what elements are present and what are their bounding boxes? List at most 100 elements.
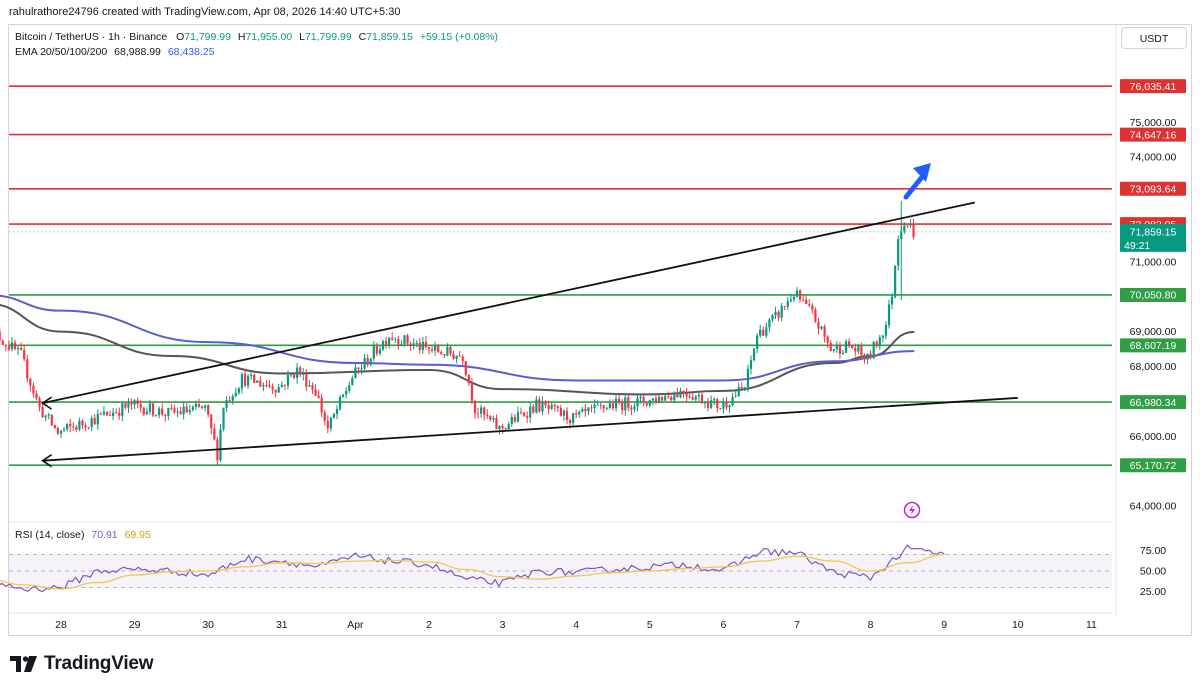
chart-frame [8,24,1192,636]
symbol-legend: Bitcoin / TetherUS · 1h · Binance O71,79… [15,31,498,43]
candle-body [421,341,424,350]
candle-body [817,321,820,329]
candle-body [783,305,786,307]
candle-body [538,399,541,412]
candle-body [878,337,881,346]
candle-body [124,403,127,408]
high-label: H [237,31,246,43]
candle-body [204,405,207,408]
candle-body [253,374,256,383]
candle-body [265,384,268,386]
candle-body [366,358,369,365]
candle-body [912,224,915,237]
candle-body [832,349,835,352]
time-tick-label: 7 [794,619,800,631]
candle-body [645,403,648,406]
candle-body [96,413,99,425]
close-label: C [358,31,367,43]
candle-body [835,344,838,350]
rsi-value: 70.91 [91,529,118,541]
flash-icon [903,501,921,519]
candle-body [35,393,38,399]
rsi-tick-label: 75.00 [1140,545,1166,557]
candle-body [513,417,516,422]
candle-body [633,406,636,410]
candle-body [268,385,271,387]
candle-body [69,424,72,427]
price-tick-label: 68,000.00 [1130,361,1177,373]
candle-body [430,349,434,351]
candle-body [228,399,231,401]
candle-body [780,305,783,318]
trendline-end-marker [41,396,53,410]
candle-body [326,420,329,429]
candle-body [136,400,139,405]
rsi-ma-value: 69.95 [124,529,151,541]
price-labels: 76,035.4174,647.1673,093.6472,082.0570,0… [1120,79,1186,473]
rsi-tick-label: 50.00 [1140,566,1166,578]
candle-body [115,412,118,414]
price-tick-label: 74,000.00 [1130,152,1177,164]
candle-body [691,397,694,400]
candle-body [890,296,894,305]
candle-body [105,411,109,416]
candle-body [495,417,498,430]
candle-body [4,344,7,347]
candle-body [624,397,627,411]
currency-button[interactable]: USDT [1121,27,1187,49]
candle-body [99,413,102,415]
candle-body [805,299,808,305]
candle-body [121,403,124,416]
candle-body [317,395,320,399]
candle-body [271,386,274,390]
candle-body [461,356,464,362]
candle-body [243,374,247,386]
ema-line [0,294,915,382]
candle-body [884,325,888,336]
close-value: 71,859.15 [366,31,413,43]
candle-body [259,380,262,387]
candle-body [197,404,201,407]
candle-body [381,341,385,350]
candle-body [568,420,572,423]
candle-body [771,315,774,320]
candle-body [296,367,299,378]
candle-body [866,353,869,360]
candle-body [636,398,639,407]
candle-body [118,412,121,416]
candle-body [32,385,35,394]
resistance-price-label: 74,647.16 [1130,129,1177,141]
candle-body [167,407,170,416]
candle-body [590,407,593,409]
candle-body [378,349,382,354]
candle-body [685,393,688,397]
candle-body [765,327,768,336]
candle-body [246,376,250,386]
breakout-arrow-shaft [903,174,925,200]
candle-body [795,290,799,297]
candle-body [176,411,179,413]
candle-body [142,407,145,415]
candle-body [332,413,336,418]
candle-body [848,341,851,346]
candle-body [808,304,811,306]
candle-body [13,342,17,350]
candle-body [170,407,173,409]
candle-body [400,344,403,346]
tradingview-logo[interactable]: TradingView [10,652,154,676]
candle-body [314,389,317,396]
rsi-label: RSI (14, close) [15,529,85,541]
candle-body [639,396,642,399]
candle-body [572,413,575,423]
candle-body [593,404,596,409]
candle-body [578,411,581,415]
high-value: 71,955.00 [245,31,293,43]
candle-body [323,412,326,421]
candle-body [351,377,354,386]
flash-icon-bolt [909,505,915,515]
candle-body [434,346,437,351]
candle-body [716,399,719,409]
annotations [903,163,931,519]
candle-body [161,408,164,415]
